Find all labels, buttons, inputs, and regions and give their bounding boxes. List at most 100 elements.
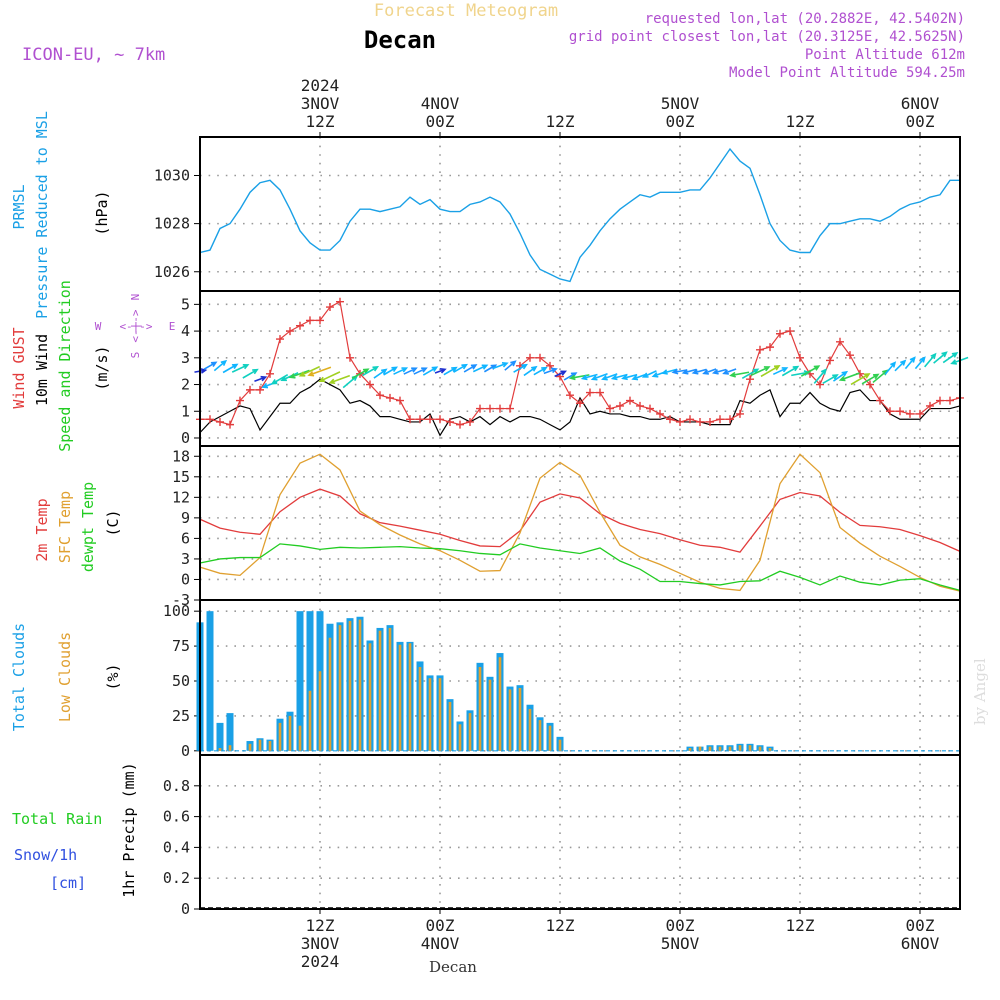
bottom-time-label: 00Z: [426, 916, 455, 935]
y-tick-label: 1: [181, 402, 190, 420]
wind-gust-label: Wind GUST: [10, 327, 28, 408]
prmsl-desc-label: Pressure Reduced to MSL: [33, 111, 51, 319]
wind-arrow: [298, 365, 321, 377]
wind-arrow: [661, 368, 678, 375]
gust-point: [426, 415, 434, 424]
wind-10m-line: [199, 378, 961, 437]
gust-point: [466, 417, 474, 426]
gust-point: [896, 407, 904, 416]
gust-point: [256, 385, 264, 394]
wind-unit-label: (m/s): [93, 345, 111, 390]
gust-point: [626, 396, 634, 405]
low-cloud-bar: [768, 748, 772, 751]
low-cloud-bar: [468, 713, 472, 751]
gust-point: [656, 409, 664, 418]
low-cloud-bar: [458, 724, 462, 751]
gust-point: [536, 353, 544, 362]
panel-frame: [199, 754, 961, 910]
model-altitude: Model Point Altitude 594.25m: [729, 65, 965, 81]
total-cloud-bar: [226, 713, 234, 751]
gust-point: [346, 353, 354, 362]
bottom-time-label: 6NOV: [901, 934, 940, 953]
wind-arrow: [861, 373, 880, 385]
top-time-label: 5NOV: [661, 94, 700, 113]
low-cloud-bar: [528, 708, 532, 751]
gust-point: [496, 404, 504, 413]
gust-point: [816, 380, 824, 389]
location-title: Decan: [364, 26, 436, 54]
gust-point: [886, 407, 894, 416]
gust-point: [436, 415, 444, 424]
gust-point: [716, 415, 724, 424]
y-tick-label: 1028: [154, 215, 190, 233]
gust-point: [666, 415, 674, 424]
footer-location: Decan: [429, 958, 477, 976]
gust-point: [646, 404, 654, 413]
bottom-time-label: 4NOV: [421, 934, 460, 953]
wind-arrow: [924, 352, 937, 368]
gust-point: [326, 303, 334, 312]
low-cloud-bar: [398, 644, 402, 751]
gust-point: [916, 409, 924, 418]
top-time-label: 12Z: [306, 112, 335, 131]
gust-point: [736, 409, 744, 418]
low-cloud-bar: [708, 746, 712, 751]
temp-sfc-label: SFC Temp: [56, 491, 74, 563]
low-cloud-bar: [698, 746, 702, 751]
low-cloud-bar: [308, 690, 312, 751]
low-cloud-bar: [478, 667, 482, 751]
gust-point: [786, 327, 794, 336]
gust-point: [876, 396, 884, 405]
wind-arrow: [213, 359, 228, 372]
gust-point: [476, 404, 484, 413]
wind-arrow: [772, 367, 789, 376]
bottom-time-label: 00Z: [666, 916, 695, 935]
wind-arrow: [422, 366, 439, 376]
low-cloud-bar: [748, 745, 752, 751]
wind-arrow: [533, 366, 548, 376]
wind-arrow: [850, 373, 871, 386]
wind-arrow: [523, 365, 538, 377]
gust-point: [506, 404, 514, 413]
temp-sfc-line: [199, 453, 961, 592]
wind-arrow: [741, 368, 760, 379]
top-time-label: 12Z: [786, 112, 815, 131]
total-cloud-bar: [206, 611, 214, 751]
low-cloud-bar: [448, 701, 452, 751]
low-cloud-bar: [228, 745, 232, 751]
panel-frame: [199, 599, 961, 756]
top-time-label: 4NOV: [421, 94, 460, 113]
gust-point: [526, 353, 534, 362]
bottom-time-label: 00Z: [906, 916, 935, 935]
wind-arrow: [722, 368, 737, 375]
gust-point: [706, 417, 714, 426]
low-cloud-bar: [508, 689, 512, 751]
wind-arrow: [590, 373, 608, 381]
low-cloud-bar: [718, 746, 722, 751]
y-tick-label: 0: [181, 900, 190, 918]
y-tick-label: 5: [181, 295, 190, 313]
gust-point: [746, 375, 754, 384]
wind-arrow: [254, 375, 268, 382]
wind-arrow: [413, 367, 428, 375]
compass-east: E: [169, 320, 176, 333]
compass-south: S: [129, 352, 142, 359]
gust-point: [416, 415, 424, 424]
wind-arrow: [813, 368, 827, 384]
wind-arrow: [942, 351, 959, 364]
gust-point: [236, 396, 244, 405]
low-cloud-bar: [428, 678, 432, 751]
y-tick-label: 4: [181, 322, 190, 340]
gust-point: [756, 345, 764, 354]
low-cloud-bar: [738, 745, 742, 751]
gust-point: [676, 417, 684, 426]
low-cloud-bar: [258, 739, 262, 751]
top-time-label: 00Z: [426, 112, 455, 131]
gust-point: [766, 343, 774, 352]
wind-arrow: [800, 365, 821, 377]
gust-point: [776, 329, 784, 338]
top-time-label: 00Z: [666, 112, 695, 131]
gust-point: [316, 316, 324, 325]
top-time-label: 3NOV: [301, 94, 340, 113]
